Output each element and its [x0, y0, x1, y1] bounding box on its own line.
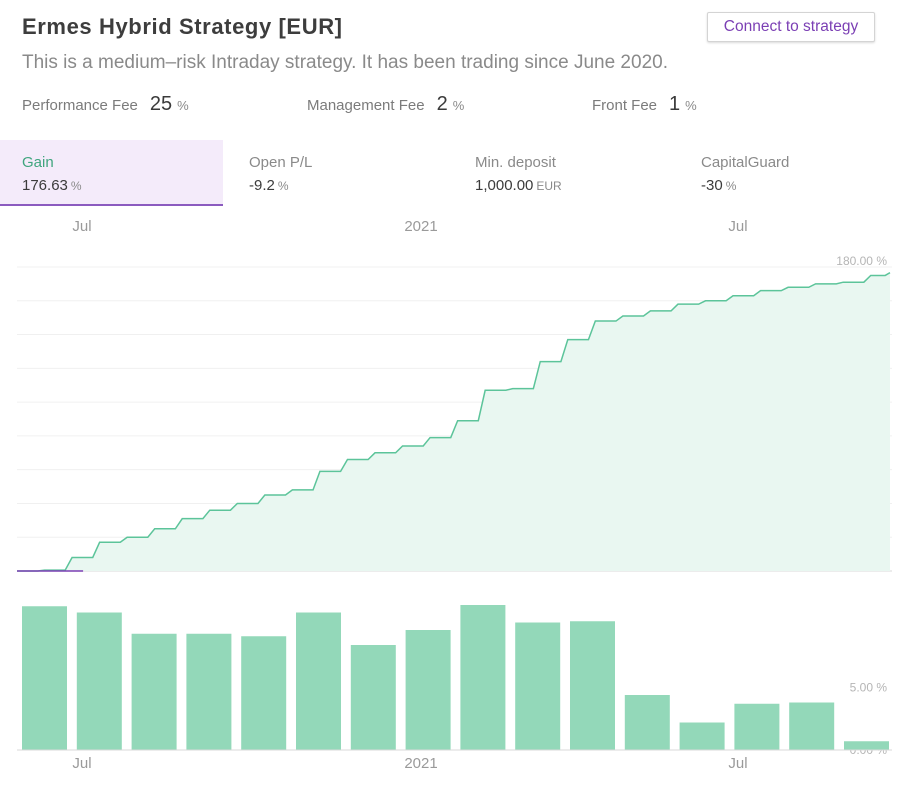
stat-label: CapitalGuard — [701, 154, 790, 171]
tab-open-pl[interactable]: Open P/L -9.2% — [227, 140, 450, 206]
time-axis-label: 2021 — [404, 755, 438, 772]
performance-fee: Performance Fee 25 % — [22, 93, 189, 116]
fee-label: Performance Fee — [22, 97, 138, 114]
fee-label: Front Fee — [592, 97, 658, 114]
fee-value: 1 — [669, 93, 681, 115]
monthly-gain-bar[interactable] — [734, 703, 780, 750]
monthly-gain-bar[interactable] — [186, 633, 232, 750]
stat-unit: % — [70, 179, 82, 193]
gain-area-chart[interactable]: 0.00 %20.00 %40.00 %60.00 %80.00 %100.00… — [0, 240, 900, 585]
monthly-gain-bar[interactable] — [241, 636, 287, 750]
fee-value: 2 — [436, 93, 448, 115]
monthly-gain-bar[interactable] — [679, 722, 725, 751]
fee-value: 25 — [149, 93, 173, 115]
bottom-time-axis: Jul 2021 Jul — [0, 755, 900, 777]
connect-to-strategy-button[interactable]: Connect to strategy — [707, 12, 875, 42]
stat-value: -9.2 — [249, 177, 275, 194]
monthly-gain-bar-chart[interactable]: 0.00 %5.00 % — [0, 600, 900, 760]
monthly-gain-bar[interactable] — [350, 645, 396, 750]
monthly-gain-bar[interactable] — [844, 741, 889, 750]
time-axis-label: Jul — [72, 755, 92, 772]
monthly-gain-bar[interactable] — [789, 702, 835, 751]
monthly-gain-bar[interactable] — [460, 605, 506, 750]
stat-label: Gain — [22, 154, 54, 171]
y-tick-label: 5.00 % — [850, 681, 888, 695]
tab-gain[interactable]: Gain 176.63% — [0, 140, 223, 206]
stat-unit: % — [277, 179, 289, 193]
monthly-gain-bar[interactable] — [624, 695, 670, 750]
fee-unit: % — [452, 98, 465, 113]
monthly-gain-bar[interactable] — [76, 612, 122, 751]
fee-unit: % — [685, 98, 697, 113]
stat-label: Min. deposit — [475, 154, 556, 171]
top-time-axis: Jul 2021 Jul — [0, 218, 900, 240]
stat-value: 176.63 — [22, 177, 68, 194]
monthly-gain-bar[interactable] — [570, 621, 615, 750]
stat-label: Open P/L — [249, 154, 313, 171]
time-axis-label: Jul — [728, 755, 748, 772]
time-axis-label: 2021 — [404, 218, 438, 235]
fee-label: Management Fee — [307, 97, 425, 114]
monthly-gain-bar[interactable] — [131, 633, 177, 750]
fees-row: Performance Fee 25 % Management Fee 2 % … — [0, 93, 900, 123]
monthly-gain-bar[interactable] — [405, 630, 451, 750]
time-axis-label: Jul — [72, 218, 92, 235]
stat-value: -30 — [701, 177, 723, 194]
y-tick-label: 180.00 % — [836, 254, 887, 268]
stat-unit: EUR — [536, 179, 562, 193]
gain-line — [17, 272, 891, 572]
strategy-description: This is a medium–risk Intraday strategy.… — [22, 52, 668, 73]
front-fee: Front Fee 1 % — [592, 93, 697, 116]
tab-capitalguard[interactable]: CapitalGuard -30% — [679, 140, 900, 206]
time-axis-label: Jul — [728, 218, 748, 235]
gain-area-fill — [17, 272, 890, 571]
stats-tabs: Gain 176.63% Open P/L -9.2% Min. deposit… — [0, 140, 900, 208]
stat-value: 1,000.00 — [475, 177, 534, 194]
fee-unit: % — [177, 98, 189, 113]
page-title: Ermes Hybrid Strategy [EUR] — [22, 14, 343, 39]
tab-min-deposit[interactable]: Min. deposit 1,000.00 EUR — [453, 140, 676, 206]
monthly-gain-bar[interactable] — [515, 622, 561, 751]
monthly-gain-bar[interactable] — [296, 612, 341, 751]
management-fee: Management Fee 2 % — [307, 93, 464, 116]
monthly-gain-bar[interactable] — [22, 606, 67, 750]
stat-unit: % — [725, 179, 737, 193]
